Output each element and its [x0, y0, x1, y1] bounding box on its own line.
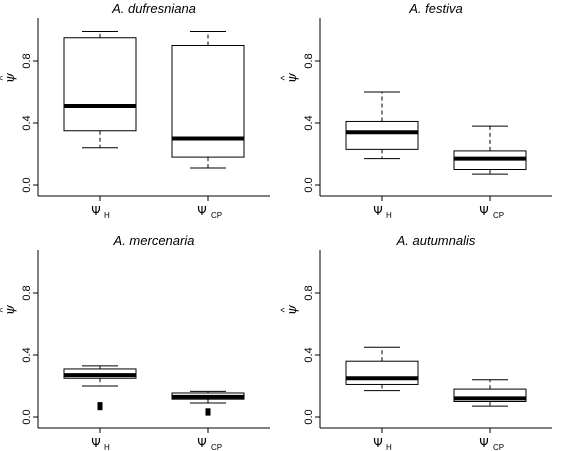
- y-axis-label-hat: ^: [0, 75, 9, 80]
- x-tick-label-subscript: CP: [211, 443, 222, 451]
- y-tick-label: 0.8: [21, 53, 33, 68]
- outlier-point: [97, 402, 103, 408]
- box-psi-cp: [453, 125, 527, 175]
- box-iqr: [63, 37, 137, 132]
- y-axis-label: ψ: [285, 72, 300, 83]
- y-tick-label: 0.0: [303, 177, 315, 192]
- y-tick-label: 0.4: [21, 115, 33, 130]
- x-tick-label: Ψ: [197, 204, 206, 218]
- y-axis-label-hat: ^: [0, 307, 9, 312]
- y-tick-label: 0.8: [303, 53, 315, 68]
- box-psi-h: [63, 365, 137, 411]
- y-axis-label: ψ: [3, 72, 18, 83]
- x-tick-label: Ψ: [91, 436, 100, 450]
- y-tick-label: 0.0: [21, 409, 33, 424]
- outlier-point: [97, 405, 103, 411]
- box-psi-h: [345, 346, 419, 392]
- x-tick-label: Ψ: [373, 436, 382, 450]
- panel-title: A. dufresniana: [111, 1, 196, 16]
- box-psi-h: [63, 31, 137, 149]
- y-tick-label: 0.4: [303, 115, 315, 130]
- y-axis-label-hat: ^: [280, 307, 291, 312]
- x-tick-label: Ψ: [479, 204, 488, 218]
- panel-title: A. autumnalis: [396, 233, 476, 248]
- x-tick-label-subscript: CP: [211, 211, 222, 220]
- box-psi-cp: [171, 31, 245, 169]
- y-tick-label: 0.8: [303, 285, 315, 300]
- panel-title: A. festiva: [408, 1, 462, 16]
- box-psi-cp: [171, 390, 245, 416]
- y-axis-label: ψ: [285, 304, 300, 315]
- y-axis-label-hat: ^: [280, 75, 291, 80]
- x-tick-label-subscript: H: [104, 211, 110, 220]
- y-tick-label: 0.4: [303, 347, 315, 362]
- x-tick-label: Ψ: [91, 204, 100, 218]
- x-tick-label: Ψ: [197, 436, 206, 450]
- x-tick-label-subscript: CP: [493, 443, 504, 451]
- x-tick-label-subscript: H: [386, 443, 392, 451]
- x-tick-label-subscript: H: [104, 443, 110, 451]
- box-psi-cp: [453, 379, 527, 407]
- box-iqr: [345, 360, 419, 385]
- panel-title: A. mercenaria: [113, 233, 195, 248]
- y-axis-label: ψ: [3, 304, 18, 315]
- y-tick-label: 0.0: [303, 409, 315, 424]
- outlier-point: [205, 408, 211, 414]
- y-tick-label: 0.8: [21, 285, 33, 300]
- x-tick-label: Ψ: [479, 436, 488, 450]
- x-tick-label-subscript: CP: [493, 211, 504, 220]
- y-tick-label: 0.0: [21, 177, 33, 192]
- box-iqr: [345, 120, 419, 150]
- y-tick-label: 0.4: [21, 347, 33, 362]
- box-psi-h: [345, 91, 419, 160]
- x-tick-label-subscript: H: [386, 211, 392, 220]
- x-tick-label: Ψ: [373, 204, 382, 218]
